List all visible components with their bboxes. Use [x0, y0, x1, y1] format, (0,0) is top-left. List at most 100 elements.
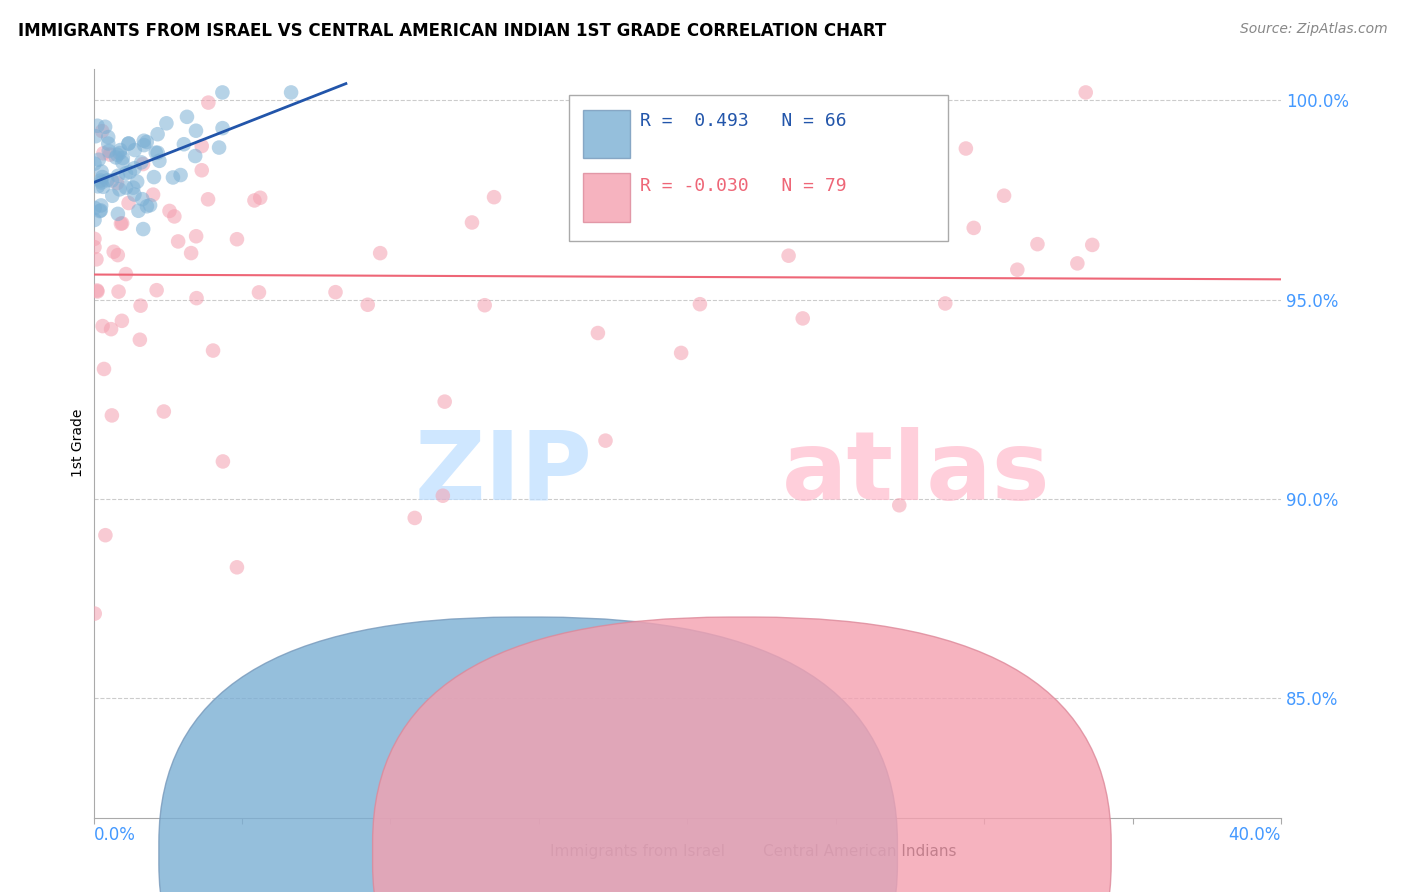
Point — [1081, 238, 1104, 252]
Point — [593, 120, 616, 135]
Point — [202, 343, 225, 358]
Point — [934, 296, 956, 310]
Point — [118, 165, 141, 179]
Point — [101, 188, 124, 202]
FancyBboxPatch shape — [373, 617, 1111, 892]
Point — [124, 161, 146, 176]
Point — [586, 326, 609, 340]
Point — [107, 207, 129, 221]
Point — [163, 210, 186, 224]
Point — [226, 232, 249, 246]
Point — [115, 166, 138, 180]
Point — [1007, 262, 1029, 277]
Point — [89, 204, 111, 219]
Point — [249, 191, 271, 205]
Point — [107, 285, 129, 299]
Point — [786, 205, 808, 219]
Point — [83, 232, 105, 246]
Point — [197, 192, 219, 206]
Point — [84, 129, 107, 144]
Point — [107, 169, 129, 183]
Text: R = -0.030   N = 79: R = -0.030 N = 79 — [640, 178, 846, 195]
Point — [91, 124, 114, 138]
Point — [211, 121, 233, 136]
Point — [190, 163, 212, 178]
Point — [146, 145, 169, 160]
Y-axis label: 1st Grade: 1st Grade — [72, 409, 86, 477]
Point — [162, 170, 184, 185]
Point — [111, 155, 134, 169]
Point — [94, 120, 117, 134]
Point — [100, 322, 122, 336]
Point — [111, 216, 134, 230]
Point — [90, 176, 112, 190]
Point — [117, 136, 139, 151]
Point — [993, 188, 1015, 202]
Point — [461, 215, 484, 229]
Point — [153, 404, 176, 418]
Point — [669, 346, 692, 360]
Point — [432, 489, 454, 503]
Point — [132, 134, 155, 148]
Point — [280, 86, 302, 100]
Point — [184, 149, 207, 163]
Point — [368, 246, 391, 260]
FancyBboxPatch shape — [582, 110, 630, 159]
Point — [90, 198, 112, 212]
Point — [104, 150, 127, 164]
Point — [211, 86, 233, 100]
Text: atlas: atlas — [782, 426, 1050, 520]
Point — [83, 607, 105, 621]
Point — [91, 319, 114, 334]
Text: 0.0%: 0.0% — [94, 826, 135, 844]
Point — [108, 146, 131, 161]
Point — [169, 168, 191, 182]
Point — [131, 192, 153, 206]
Point — [93, 146, 115, 161]
Point — [243, 194, 266, 208]
Point — [792, 311, 814, 326]
Point — [129, 155, 152, 169]
Point — [128, 333, 150, 347]
Point — [689, 186, 711, 201]
Point — [682, 214, 704, 228]
Point — [651, 223, 673, 237]
Point — [97, 144, 120, 158]
Point — [111, 314, 134, 328]
Point — [107, 248, 129, 262]
FancyBboxPatch shape — [159, 617, 897, 892]
FancyBboxPatch shape — [582, 173, 630, 222]
Point — [86, 119, 108, 133]
Point — [404, 511, 426, 525]
Point — [173, 137, 195, 152]
Point — [142, 170, 165, 185]
Text: 40.0%: 40.0% — [1229, 826, 1281, 844]
Point — [97, 130, 120, 145]
Point — [96, 173, 118, 187]
Text: ZIP: ZIP — [415, 426, 592, 520]
Point — [325, 285, 347, 300]
Point — [689, 297, 711, 311]
Point — [83, 213, 105, 227]
Point — [180, 246, 202, 260]
Point — [83, 240, 105, 254]
Point — [184, 124, 207, 138]
Point — [91, 170, 114, 185]
Text: Source: ZipAtlas.com: Source: ZipAtlas.com — [1240, 22, 1388, 37]
Point — [208, 140, 231, 154]
Point — [127, 203, 149, 218]
Point — [132, 222, 155, 236]
Point — [889, 498, 911, 512]
Point — [148, 153, 170, 168]
Point — [132, 157, 155, 171]
Point — [105, 176, 128, 190]
Point — [117, 136, 139, 151]
Point — [110, 217, 132, 231]
Point — [247, 285, 270, 300]
Point — [226, 560, 249, 574]
Point — [98, 147, 121, 161]
Point — [1066, 256, 1088, 270]
Point — [849, 124, 872, 138]
Point — [145, 145, 167, 160]
Point — [1026, 237, 1049, 252]
